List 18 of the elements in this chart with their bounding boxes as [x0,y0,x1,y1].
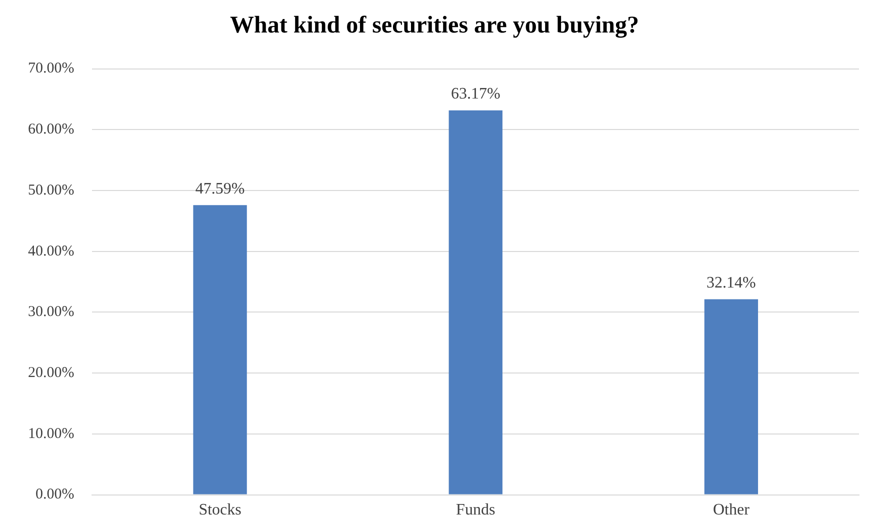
bar [448,110,502,494]
y-tick-label: 60.00% [28,122,74,138]
data-label: 47.59% [195,180,245,198]
y-tick-label: 10.00% [28,426,74,442]
x-tick-label: Stocks [198,502,242,519]
x-tick-label: Other [712,502,750,519]
data-label: 32.14% [706,274,756,292]
x-tick-label: Funds [456,502,496,519]
y-tick-label: 0.00% [35,486,74,503]
chart-title: What kind of securities are you buying? [230,12,639,39]
y-tick-label: 20.00% [28,365,74,382]
y-tick-label: 40.00% [28,243,74,260]
y-tick-label: 70.00% [28,60,74,77]
bar [193,205,247,494]
y-tick-label: 30.00% [28,304,74,320]
y-tick-label: 50.00% [28,182,74,198]
bar [704,299,758,494]
data-label: 63.17% [450,86,500,103]
